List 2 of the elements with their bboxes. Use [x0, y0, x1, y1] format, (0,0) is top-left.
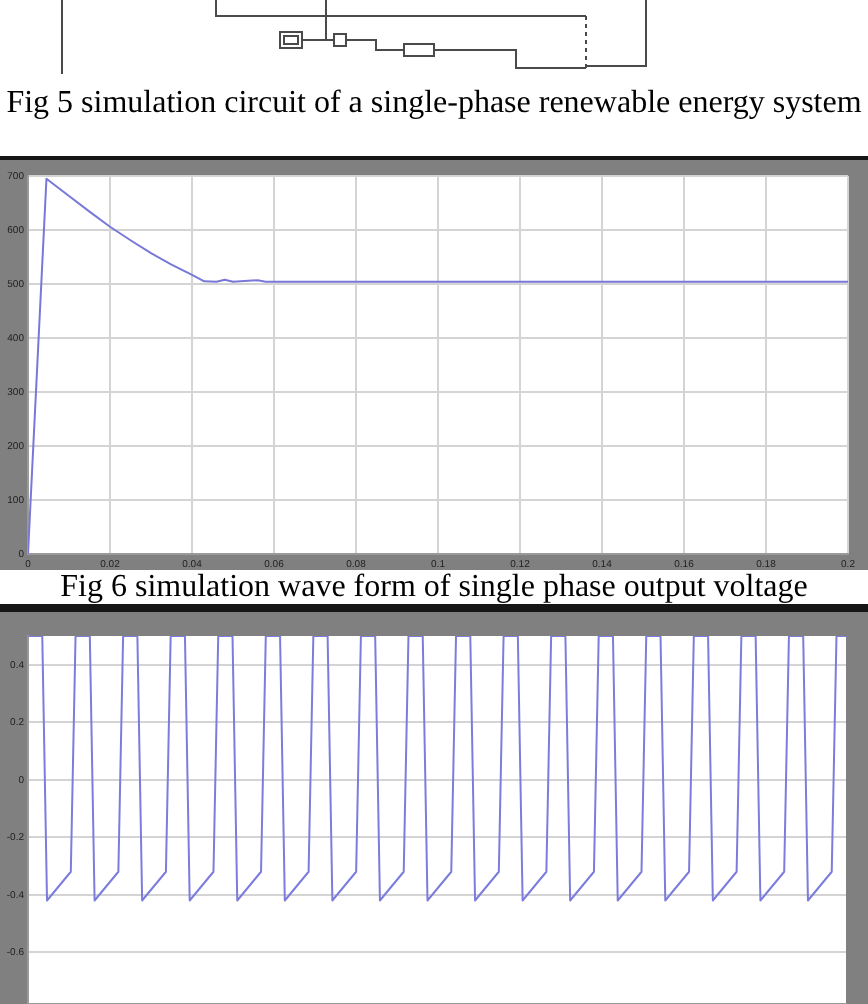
- caption: Fig 6 simulation wave form of single phase output voltage: [58, 570, 810, 604]
- caption: Fig 5 simulation circuit of a single-phase renewable energy system: [4, 86, 864, 122]
